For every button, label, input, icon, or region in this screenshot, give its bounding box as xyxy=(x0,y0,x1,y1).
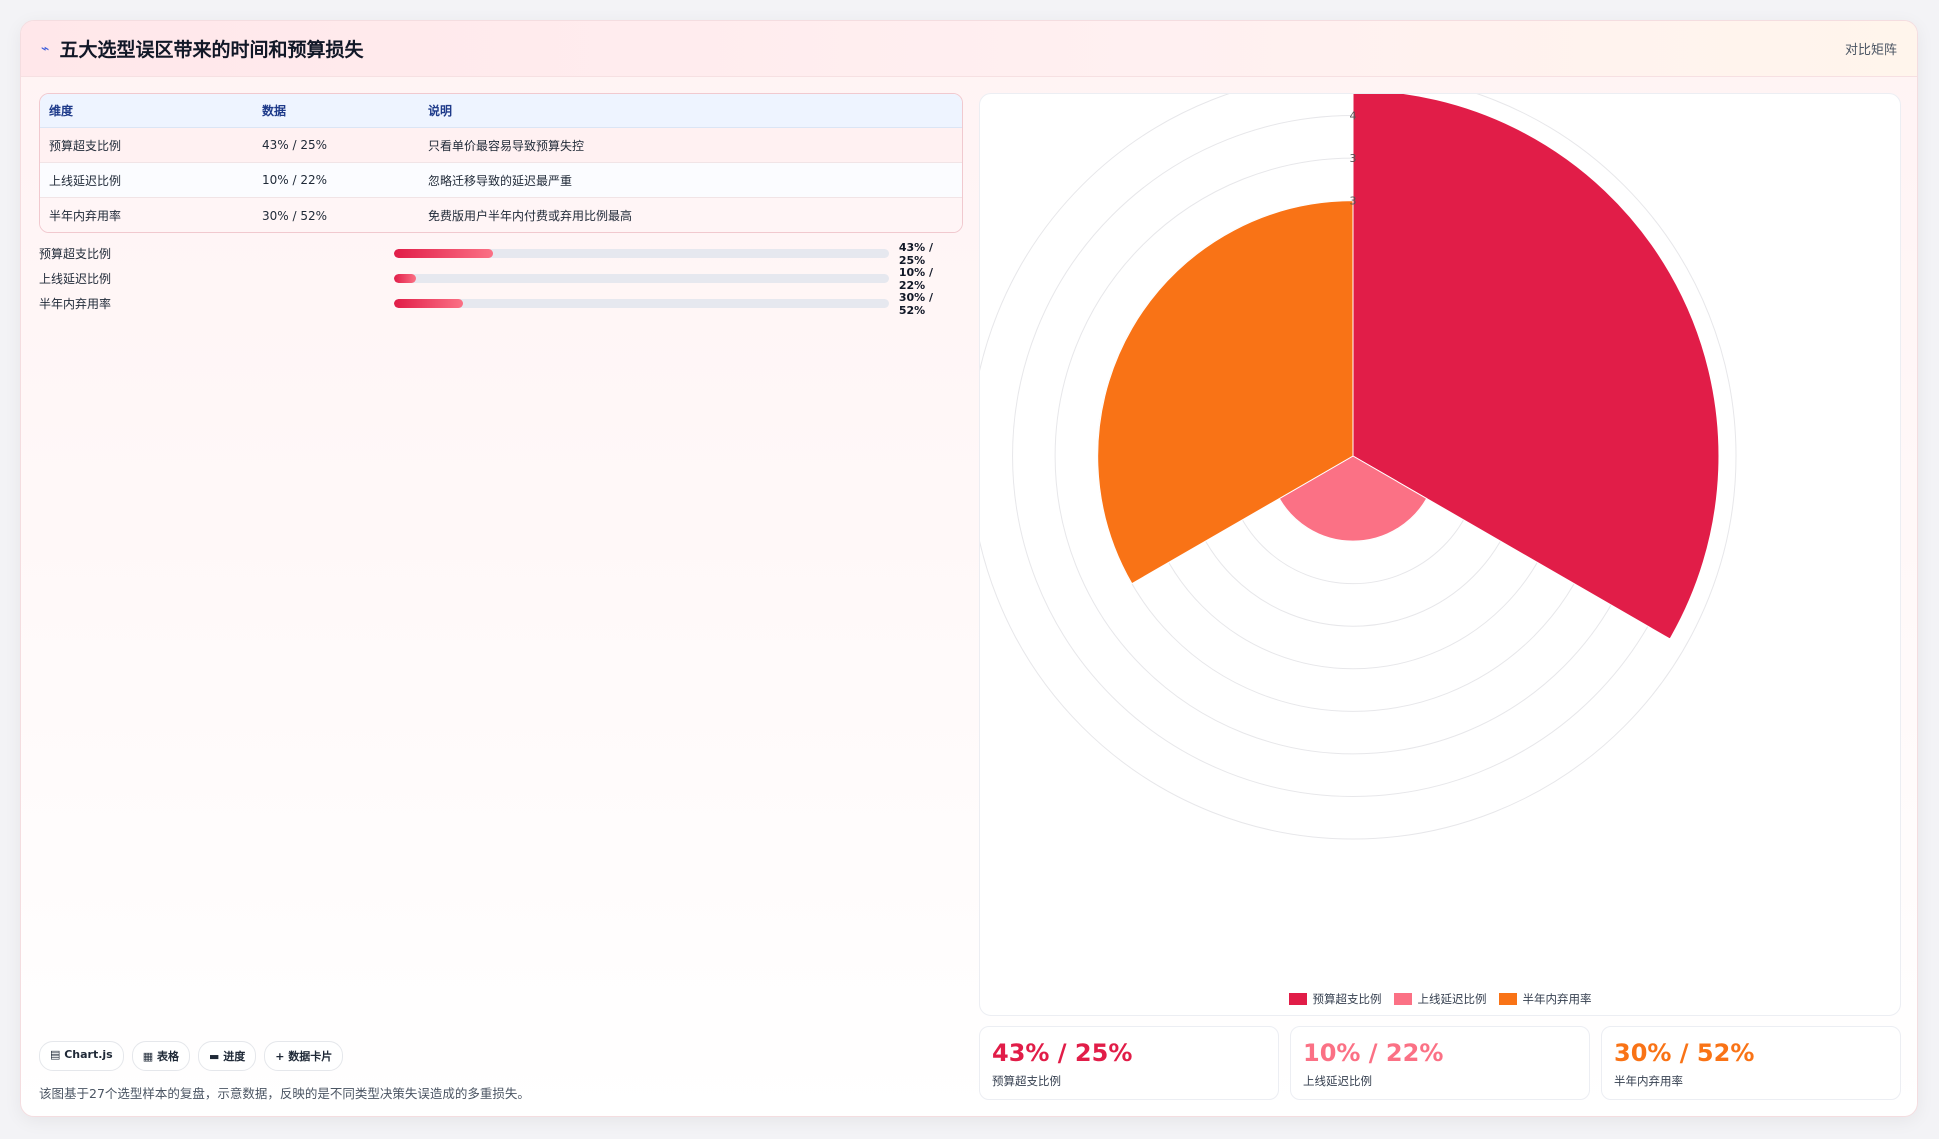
cell-dimension: 上线延迟比例 xyxy=(49,173,122,188)
legend-label: 半年内弃用率 xyxy=(1522,992,1592,1006)
progress-label: 预算超支比例 xyxy=(39,247,112,261)
data-table: 维度 数据 说明 预算超支比例 43% / 25% 只看单价最容易导致预算失控 … xyxy=(39,93,963,233)
column-header-note: 说明 xyxy=(428,104,453,118)
cell-note: 只看单价最容易导致预算失控 xyxy=(428,138,585,153)
polar-chart-panel: 45433 预算超支比例 上线延迟比例 半年内弃用率 xyxy=(979,93,1901,1016)
progress-row: 半年内弃用率 30% / 52% xyxy=(39,290,963,317)
progress-track xyxy=(394,299,889,308)
radial-tick-label: 3 xyxy=(1350,152,1357,165)
polar-segment[interactable] xyxy=(1352,94,1720,640)
cell-dimension: 预算超支比例 xyxy=(49,138,122,153)
table-header-row: 维度 数据 说明 xyxy=(40,94,962,128)
progress-row: 预算超支比例 43% / 25% xyxy=(39,240,963,267)
cell-note: 免费版用户半年内付费或弃用比例最高 xyxy=(428,209,633,223)
cell-data: 43% / 25% xyxy=(262,138,328,152)
footnote: 该图基于27个选型样本的复盘，示意数据，反映的是不同类型决策失误造成的多重损失。 xyxy=(39,1086,530,1101)
radial-tick-label: 3 xyxy=(1350,195,1357,208)
column-header-dimension: 维度 xyxy=(49,104,74,118)
chart-legend: 预算超支比例 上线延迟比例 半年内弃用率 xyxy=(980,991,1900,1007)
table-row: 预算超支比例 43% / 25% 只看单价最容易导致预算失控 xyxy=(40,128,962,163)
feature-chips: ▤ Chart.js ▦ 表格 ▬ 进度 + 数据卡片 xyxy=(39,1041,344,1071)
card-header: ⌁ 五大选型误区带来的时间和预算损失 对比矩阵 xyxy=(21,21,1917,77)
cell-data: 30% / 52% xyxy=(262,208,328,223)
progress-value: 30% / 52% xyxy=(898,290,934,317)
progress-track xyxy=(394,274,889,283)
page-title: 五大选型误区带来的时间和预算损失 xyxy=(59,39,364,61)
progress-value: 10% / 22% xyxy=(898,265,934,292)
progress-label: 上线延迟比例 xyxy=(39,272,112,286)
progress-value: 43% / 25% xyxy=(898,240,934,267)
chart-logo-icon: ⌁ xyxy=(41,40,50,57)
legend-item[interactable]: 半年内弃用率 xyxy=(1498,991,1592,1007)
legend-item[interactable]: 预算超支比例 xyxy=(1288,991,1382,1007)
legend-label: 上线延迟比例 xyxy=(1417,992,1487,1006)
legend-item[interactable]: 上线延迟比例 xyxy=(1393,991,1487,1007)
cell-note: 忽略迁移导致的延迟最严重 xyxy=(428,173,573,188)
progress-fill xyxy=(394,274,417,283)
progress-track xyxy=(394,249,889,258)
chip-data-cards[interactable]: + 数据卡片 xyxy=(264,1041,344,1071)
polar-area-chart: 45433 xyxy=(980,94,1737,840)
table-row: 半年内弃用率 30% / 52% 免费版用户半年内付费或弃用比例最高 xyxy=(40,198,962,232)
chip-progress[interactable]: ▬ 进度 xyxy=(197,1041,257,1071)
chip-chartjs[interactable]: ▤ Chart.js xyxy=(39,1041,124,1071)
stat-value: 43% / 25% xyxy=(992,1039,1133,1067)
progress-fill xyxy=(394,299,464,308)
stat-label: 半年内弃用率 xyxy=(1614,1074,1683,1088)
legend-swatch xyxy=(1498,993,1517,1005)
grid-circle xyxy=(980,94,1737,840)
stat-label: 上线延迟比例 xyxy=(1303,1074,1372,1088)
progress-fill xyxy=(394,249,494,258)
legend-swatch xyxy=(1393,993,1412,1005)
stat-value: 30% / 52% xyxy=(1614,1039,1755,1067)
radial-tick-label: 4 xyxy=(1350,110,1357,123)
legend-label: 预算超支比例 xyxy=(1312,992,1382,1006)
table-row: 上线延迟比例 10% / 22% 忽略迁移导致的延迟最严重 xyxy=(40,163,962,198)
progress-list: 预算超支比例 43% / 25% 上线延迟比例 10% / 22% 半年内弃用率… xyxy=(39,240,963,317)
progress-label: 半年内弃用率 xyxy=(39,297,112,311)
view-mode-label[interactable]: 对比矩阵 xyxy=(1844,43,1897,58)
stat-card-budget: 43% / 25% 预算超支比例 xyxy=(979,1026,1279,1100)
progress-row: 上线延迟比例 10% / 22% xyxy=(39,265,963,292)
cell-data: 10% / 22% xyxy=(262,173,328,187)
chip-table[interactable]: ▦ 表格 xyxy=(131,1041,190,1071)
chart-card: ⌁ 五大选型误区带来的时间和预算损失 对比矩阵 维度 数据 说明 预算超支比例 … xyxy=(20,20,1918,1117)
legend-swatch xyxy=(1288,993,1307,1005)
stat-card-delay: 10% / 22% 上线延迟比例 xyxy=(1290,1026,1590,1100)
stat-label: 预算超支比例 xyxy=(992,1074,1061,1088)
polar-segment[interactable] xyxy=(1097,200,1354,585)
stat-value: 10% / 22% xyxy=(1303,1039,1444,1067)
cell-dimension: 半年内弃用率 xyxy=(49,209,122,223)
stat-card-abandon: 30% / 52% 半年内弃用率 xyxy=(1601,1026,1901,1100)
column-header-data: 数据 xyxy=(262,104,287,118)
